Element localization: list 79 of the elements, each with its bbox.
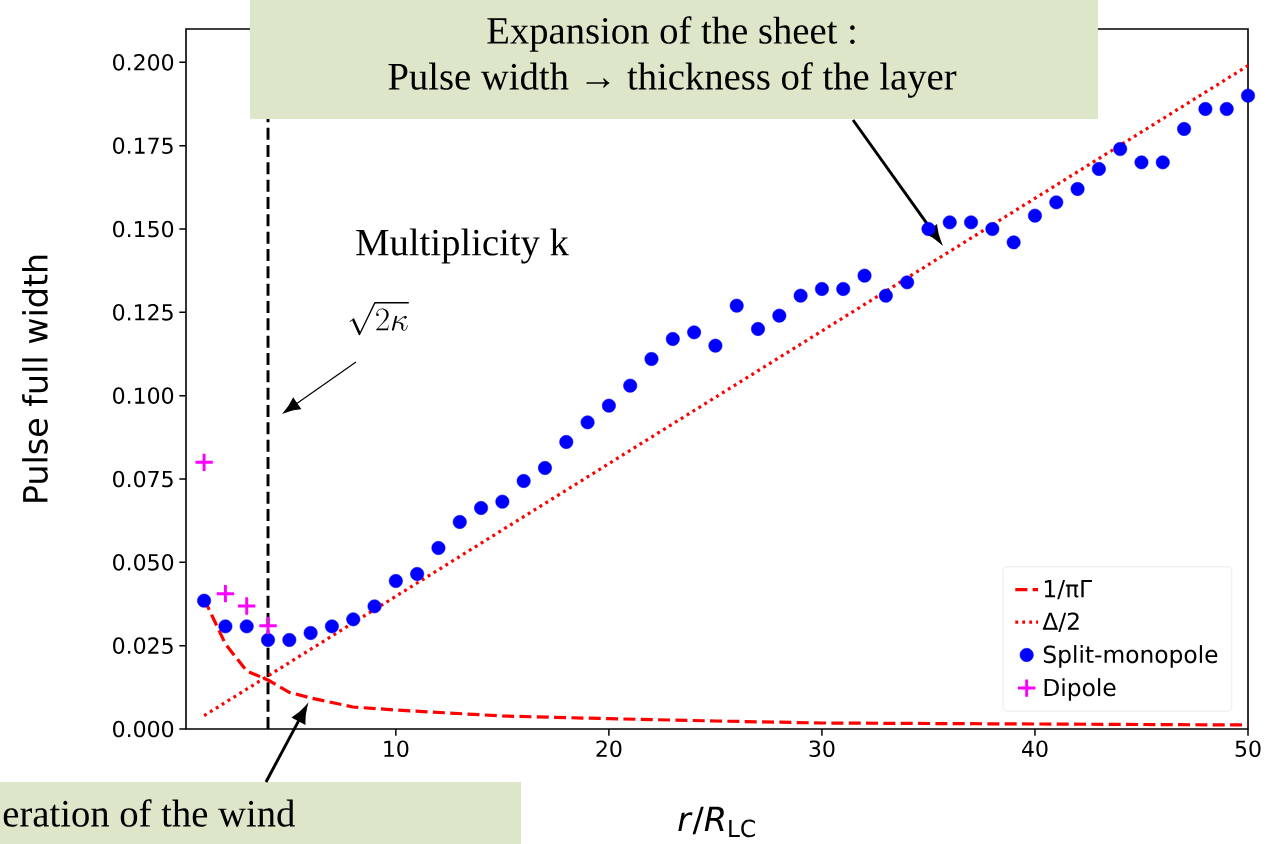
point — [1006, 235, 1021, 250]
x-tick-label: 30 — [809, 740, 835, 758]
y-tick-label: 0.075 — [113, 470, 173, 488]
point — [921, 222, 936, 236]
legend-label: Dipole — [1044, 678, 1116, 701]
point — [197, 593, 212, 608]
point — [236, 595, 257, 617]
point — [452, 515, 467, 529]
point — [1134, 155, 1149, 170]
point — [495, 494, 510, 509]
y-tick-label: 0.100 — [113, 387, 174, 404]
annotation: Multiplicity k — [356, 228, 569, 264]
point — [516, 474, 531, 488]
legend-label: Δ/2 — [1042, 612, 1079, 632]
point — [1049, 195, 1064, 210]
point — [708, 338, 723, 353]
y-tick-label: 0.150 — [113, 220, 174, 238]
point — [367, 599, 382, 614]
point — [772, 308, 787, 323]
point — [431, 541, 446, 555]
point — [1177, 122, 1192, 136]
point — [1198, 102, 1213, 116]
point — [474, 501, 488, 515]
point — [257, 615, 279, 636]
y-tick-label: 0.175 — [113, 137, 173, 154]
point — [1113, 142, 1128, 156]
point — [325, 619, 339, 634]
point — [346, 612, 361, 627]
point — [1028, 208, 1042, 223]
legend-label: 1/πΓ — [1044, 580, 1092, 600]
point — [538, 461, 552, 475]
legend-label: Split-monopole — [1043, 645, 1218, 668]
point — [1091, 162, 1106, 176]
point — [601, 398, 616, 413]
point — [687, 325, 702, 340]
point — [857, 268, 872, 283]
point — [303, 626, 318, 640]
point — [964, 215, 978, 230]
y-axis-title: Pulse full width — [22, 255, 48, 502]
point — [282, 633, 297, 647]
point — [239, 619, 254, 634]
y-tick-label: 0.125 — [113, 304, 173, 321]
point — [580, 415, 595, 430]
point — [410, 567, 425, 581]
point — [388, 574, 403, 588]
point — [623, 378, 638, 393]
point — [836, 282, 851, 296]
x-tick-label: 10 — [384, 740, 409, 758]
annotation: $\sqrt{2\kappa}$ — [349, 302, 409, 336]
annotation: Expansion of the sheet : — [487, 16, 855, 52]
point — [261, 633, 275, 647]
point — [218, 619, 233, 634]
point — [942, 215, 957, 230]
point — [1241, 88, 1255, 103]
x-tick-label: 40 — [1022, 740, 1048, 758]
point — [1070, 182, 1085, 196]
annotation: Pulse width → thickness of the layer — [388, 62, 957, 98]
point — [729, 298, 744, 313]
point — [878, 288, 893, 303]
annotation: eration of the wind — [3, 799, 295, 827]
point — [793, 288, 808, 303]
point — [559, 435, 574, 449]
point — [900, 275, 915, 290]
point — [985, 222, 1000, 236]
point — [1219, 102, 1234, 116]
x-axis-title: r/R$_{LC}$ — [678, 806, 755, 838]
x-tick-label: 20 — [596, 740, 622, 758]
point — [193, 452, 215, 473]
y-tick-label: 0.200 — [113, 54, 174, 71]
point — [1155, 155, 1170, 170]
y-tick-label: 0.000 — [113, 720, 174, 738]
point — [814, 282, 829, 296]
point — [751, 322, 765, 336]
y-tick-label: 0.025 — [113, 637, 173, 654]
point — [644, 352, 659, 366]
point — [215, 583, 236, 604]
x-tick-label: 50 — [1235, 740, 1261, 758]
point — [665, 332, 680, 346]
y-tick-label: 0.050 — [113, 554, 174, 571]
